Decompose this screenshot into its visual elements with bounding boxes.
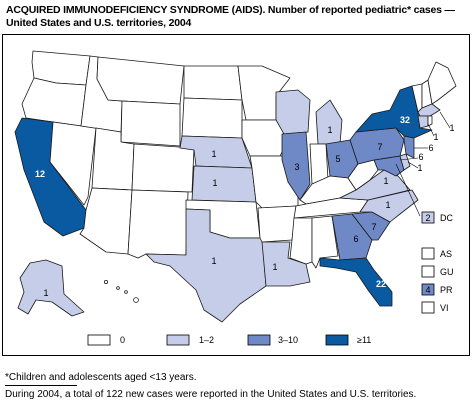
state-FL: [319, 257, 393, 307]
state-value-la: 1: [272, 262, 277, 272]
state-AK: [17, 259, 85, 317]
state-MT: [96, 56, 185, 105]
state-value-ny: 32: [400, 115, 410, 125]
state-value-nc: 1: [385, 200, 390, 210]
state-WI: [275, 89, 311, 135]
state-GA: [331, 213, 373, 261]
state-LA: [261, 241, 311, 287]
state-AR: [257, 205, 297, 243]
state-value-tx: 1: [211, 256, 216, 266]
state-ND: [183, 65, 243, 101]
state-value-oh: 5: [335, 154, 340, 164]
state-value-ct: 1: [433, 132, 438, 142]
state-RI: [427, 115, 433, 127]
callout-line-ma: [439, 111, 451, 129]
territory-box-as: [421, 247, 435, 260]
legend-swatch-2: [247, 334, 271, 346]
territory-box-gu: [421, 265, 435, 278]
state-value-ks: 1: [212, 178, 217, 188]
territory-label-gu: GU: [440, 267, 454, 277]
state-value-nj: 6: [428, 143, 433, 153]
map-frame: [2, 34, 470, 356]
state-OR: [21, 77, 87, 127]
territory-label-dc: DC: [440, 213, 453, 223]
territory-label-vi: VI: [440, 303, 449, 313]
state-MI: [315, 99, 343, 145]
state-value-pa: 7: [377, 142, 382, 152]
state-value-md: 6: [418, 152, 423, 162]
state-TX: [145, 208, 267, 323]
callout-line-ct: [427, 123, 435, 137]
legend-label-1: 1–2: [199, 335, 214, 345]
legend-label-2: 3–10: [278, 335, 298, 345]
legend-swatch-3: [325, 334, 349, 346]
state-KS: [191, 165, 257, 203]
callout-line-md: [399, 157, 419, 161]
state-WY: [120, 100, 181, 147]
state-value-de: 1: [417, 163, 422, 173]
state-HI: [104, 279, 139, 303]
territory-box-vi: [421, 301, 435, 314]
state-value-ma: 1: [449, 123, 454, 133]
callout-line-dc: [395, 163, 421, 217]
footnote-rule: [5, 385, 77, 386]
callout-line-de: [407, 161, 419, 169]
state-value-ne: 1: [211, 149, 216, 159]
state-DE: [399, 153, 411, 171]
state-CO: [131, 143, 195, 193]
state-value-mi: 1: [327, 125, 332, 135]
legend-swatch-1: [166, 334, 190, 346]
legend-swatch-0: [87, 334, 111, 346]
state-MS: [289, 217, 313, 265]
territory-value-dc: 2: [425, 213, 430, 223]
territory-box-pr: [421, 283, 435, 296]
territory-value-pr: 4: [425, 285, 430, 295]
state-value-ca: 12: [35, 169, 45, 179]
summary-note: During 2004, a total of 122 new cases we…: [5, 389, 417, 400]
footnote: *Children and adolescents aged <13 years…: [5, 372, 197, 383]
map-title: ACQUIRED IMMUNODEFICIENCY SYNDROME (AIDS…: [6, 4, 455, 29]
state-value-il: 3: [294, 162, 299, 172]
state-value-fl: 22: [376, 279, 386, 289]
state-NM: [127, 189, 189, 259]
state-SD: [181, 97, 243, 139]
territory-label-as: AS: [440, 249, 452, 259]
state-ME: [427, 61, 457, 105]
state-value-ak: 1: [43, 288, 48, 298]
territory-label-pr: PR: [440, 285, 453, 295]
legend-label-0: 0: [120, 335, 125, 345]
state-value-ga: 6: [353, 234, 358, 244]
territory-box-dc: [421, 211, 435, 224]
state-value-sc: 7: [371, 222, 376, 232]
legend-label-3: ≥11: [357, 335, 371, 345]
state-CT: [417, 115, 429, 129]
state-value-va: 1: [383, 176, 388, 186]
